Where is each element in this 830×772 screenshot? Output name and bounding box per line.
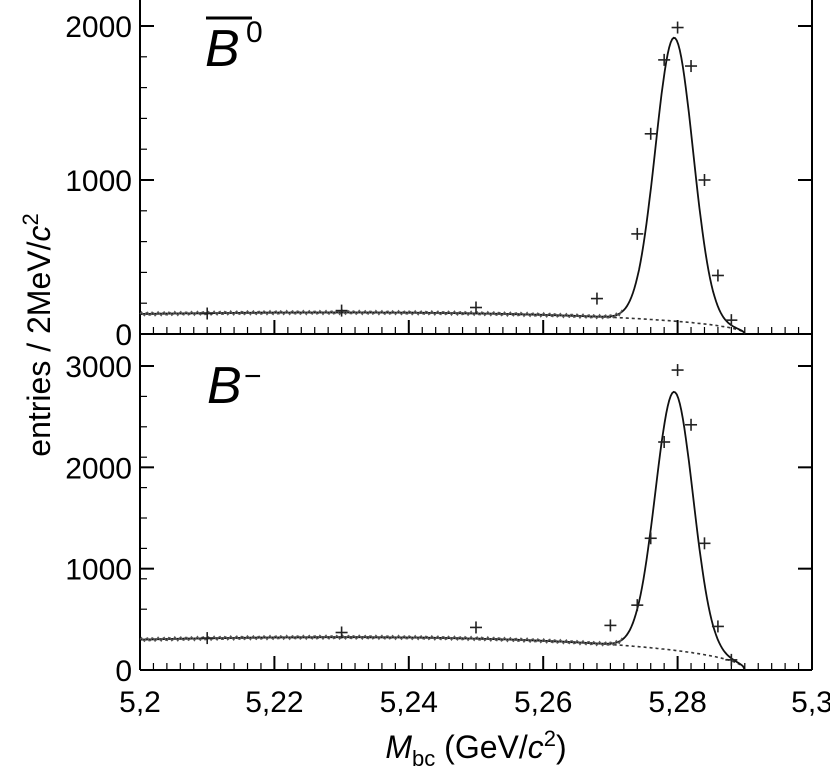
x-tick-label: 5,26 [514, 686, 572, 719]
panel-bminus-data-point [685, 418, 698, 431]
panel-bminus-data-points [201, 364, 738, 666]
panel-b0-ytick-label: 1000 [65, 165, 132, 198]
panel-b0-data-band [139, 309, 623, 320]
panel-b0-data-points [201, 21, 738, 327]
panel-b0-data-point [671, 21, 684, 34]
x-tick-label: 5,28 [648, 686, 706, 719]
panel-bminus-background-fit [140, 636, 746, 671]
y-axis-sup: 2 [18, 213, 43, 225]
x-tick-label: 5,24 [380, 686, 438, 719]
panel-b0-data-point [725, 314, 738, 327]
panel-bminus-data-point [671, 364, 684, 377]
x-axis-sub: bc [412, 746, 435, 771]
panel-bminus-data-point [631, 599, 644, 612]
panel-b0-background-fit [140, 311, 746, 335]
panel-bminus-ytick-label: 2000 [65, 452, 132, 485]
x-axis-var: M [385, 729, 412, 765]
panel-bminus-label: B [207, 357, 242, 415]
panel-bminus-data-point [711, 620, 724, 633]
panel-bminus-data-point [658, 436, 671, 448]
panel-bminus: 0 1000 2000 3000 B − [65, 334, 813, 688]
x-axis-close: ) [556, 729, 567, 765]
x-tick-label: 5,3 [791, 686, 830, 719]
x-tick-label: 5,2 [119, 686, 161, 719]
panel-bminus-xticks [139, 656, 813, 670]
panel-b0-data-point [470, 301, 482, 314]
panel-b0: 0 1000 2000 B 0 [65, 0, 813, 352]
panel-b0-label: B [205, 20, 240, 78]
panel-b0-data-point [711, 269, 724, 282]
panel-b0-data-point [658, 53, 671, 66]
panel-b0-label-sup: 0 [246, 16, 263, 49]
panel-b0-data-point [631, 227, 644, 240]
panel-bminus-label-sup: − [244, 360, 262, 393]
x-axis-c: c [528, 729, 544, 765]
y-axis-c: c [21, 226, 57, 242]
panel-bminus-data-point [201, 632, 214, 645]
x-axis-sup: 2 [544, 726, 556, 751]
panel-b0-data-point [335, 304, 348, 317]
panel-bminus-data-band [139, 634, 623, 647]
x-axis-title: Mbc (GeV/c2) [385, 726, 566, 771]
panel-b0-yticks: 0 1000 2000 [65, 11, 812, 352]
panel-bminus-ytick-label: 1000 [65, 554, 132, 587]
x-tick-labels: 5,2 5,22 5,24 5,26 5,28 5,3 [119, 686, 830, 719]
x-axis-unit: (GeV/ [435, 729, 528, 765]
panel-b0-ytick-label: 2000 [65, 11, 132, 44]
panel-bminus-data-point [698, 537, 711, 550]
panel-b0-data-point [590, 292, 603, 305]
panel-b0-xticks [139, 320, 813, 334]
panel-bminus-ytick-label: 0 [115, 655, 132, 688]
panel-b0-data-point [201, 307, 214, 320]
x-tick-label: 5,22 [245, 686, 303, 719]
panel-bminus-data-point [470, 621, 482, 634]
panel-bminus-data-point [725, 653, 738, 666]
panel-b0-data-point [644, 127, 657, 140]
y-axis-main: entries / 2MeV/ [21, 241, 57, 456]
panel-bminus-data-point [335, 626, 348, 639]
panel-bminus-total-fit [140, 390, 746, 671]
y-axis-title: entries / 2MeV/c2 [18, 213, 57, 456]
panel-bminus-data-point [644, 532, 657, 545]
panel-bminus-yticks: 0 1000 2000 3000 [65, 351, 812, 688]
panel-b0-data-point [685, 60, 698, 73]
panel-b0-data-point [698, 174, 711, 186]
panel-b0-ytick-label: 0 [115, 319, 132, 352]
panel-bminus-data-point [604, 619, 617, 632]
panel-b0-total-fit [140, 36, 746, 335]
panel-bminus-ytick-label: 3000 [65, 351, 132, 384]
